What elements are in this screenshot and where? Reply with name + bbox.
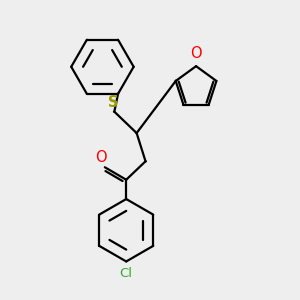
Text: O: O [95,151,107,166]
Text: O: O [190,46,202,61]
Text: S: S [108,95,119,110]
Text: Cl: Cl [120,267,133,280]
